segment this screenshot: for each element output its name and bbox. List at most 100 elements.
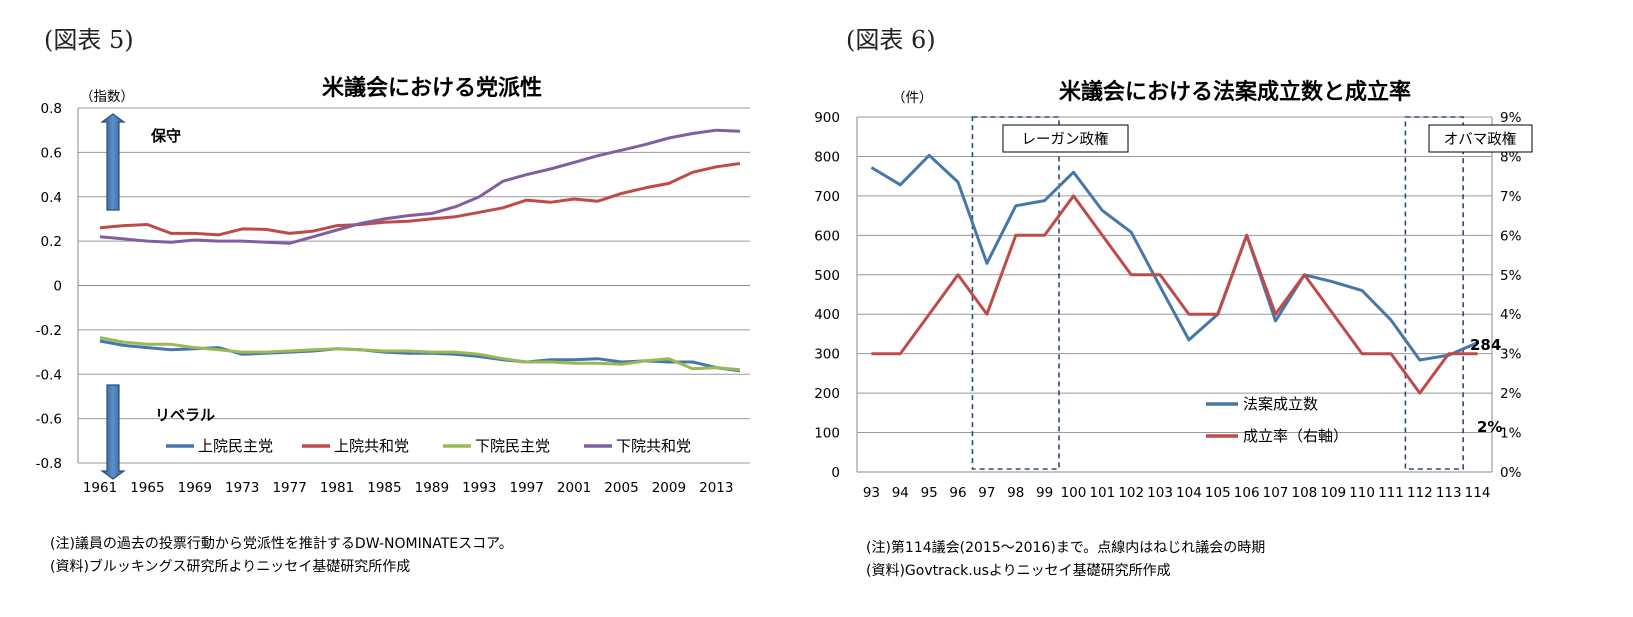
fig5-x-tick-label: 1973 bbox=[225, 480, 259, 496]
fig5-x-tick-label: 1989 bbox=[415, 480, 449, 496]
fig6-y-unit: （件） bbox=[892, 90, 933, 106]
fig5-y-tick-label: 0.8 bbox=[41, 101, 62, 117]
fig5-x-tick-label: 1977 bbox=[272, 480, 306, 496]
fig5-x-tick-label: 1981 bbox=[320, 480, 354, 496]
fig6-x-tick-label: 102 bbox=[1118, 485, 1144, 501]
fig6-y-tick-label: 600 bbox=[814, 228, 840, 244]
fig6-x-tick-label: 113 bbox=[1436, 485, 1462, 501]
fig6-x-tick-label: 95 bbox=[921, 485, 938, 501]
fig6-x-tick-label: 100 bbox=[1061, 485, 1087, 501]
fig5-legend-label-2: 下院民主党 bbox=[475, 437, 550, 455]
fig6-title: 米議会における法案成立数と成立率 bbox=[1059, 79, 1411, 105]
fig6-x-tick-label: 108 bbox=[1291, 485, 1317, 501]
fig5-y-tick-label: 0.2 bbox=[41, 234, 62, 250]
conservative-arrow-icon bbox=[100, 113, 126, 211]
fig5-label: (図表 5) bbox=[44, 26, 134, 54]
fig5-y-tick-label: 0.4 bbox=[41, 190, 62, 206]
divided-congress-periods bbox=[971, 116, 1464, 470]
fig6-x-tick-label: 114 bbox=[1465, 485, 1491, 501]
fig6-y-tick-label: 900 bbox=[814, 110, 840, 126]
fig6-y-tick-label: 0 bbox=[831, 465, 840, 481]
fig5-x-tick-label: 1997 bbox=[509, 480, 543, 496]
fig5-y-tick-label: 0 bbox=[53, 279, 62, 295]
fig6-series bbox=[870, 153, 1479, 395]
fig6-x-tick-label: 96 bbox=[949, 485, 966, 501]
fig6-x-tick-label: 103 bbox=[1147, 485, 1173, 501]
fig5-x-tick-label: 1985 bbox=[367, 480, 401, 496]
fig6-y2-tick-label: 8% bbox=[1500, 149, 1522, 165]
fig6-y-tick-label: 400 bbox=[814, 307, 840, 323]
divided-period-box-0 bbox=[971, 116, 1060, 470]
liberal-label: リベラル bbox=[155, 406, 215, 424]
divided-period-box-1 bbox=[1404, 116, 1464, 470]
fig6-y2-tick-label: 6% bbox=[1500, 228, 1522, 244]
liberal-arrow-icon bbox=[100, 384, 126, 480]
fig6-note: (注)第114議会(2015～2016)まで。点線内はねじれ議会の時期 bbox=[866, 539, 1265, 556]
fig6-series-line-1 bbox=[871, 194, 1478, 395]
fig5-series-line-3 bbox=[99, 128, 741, 245]
fig6-y2-tick-label: 3% bbox=[1500, 347, 1522, 363]
fig5-y-tick-label: -0.4 bbox=[36, 367, 62, 383]
fig6-x-tick-label: 107 bbox=[1263, 485, 1289, 501]
fig6-y2-tick-label: 2% bbox=[1500, 386, 1522, 402]
fig6-y2-tick-label: 0% bbox=[1500, 465, 1522, 481]
fig5-series-line-2 bbox=[99, 336, 741, 372]
fig6-x-tick-label: 109 bbox=[1320, 485, 1346, 501]
fig6-source: (資料)Govtrack.usよりニッセイ基礎研究所作成 bbox=[866, 562, 1171, 579]
fig5-y-ticks: 0.8 0.6 0.4 0.2 0 -0.2 -0.4 -0.6 -0.8 bbox=[36, 101, 62, 472]
fig5-source: (資料)ブルッキングス研究所よりニッセイ基礎研究所作成 bbox=[50, 558, 410, 575]
fig5-x-tick-label: 1969 bbox=[178, 480, 212, 496]
fig5-x-tick-label: 1993 bbox=[462, 480, 496, 496]
fig5-x-tick-label: 1961 bbox=[83, 480, 117, 496]
fig6-x-tick-label: 104 bbox=[1176, 485, 1202, 501]
fig6-x-tick-label: 99 bbox=[1036, 485, 1053, 501]
fig5-series bbox=[99, 128, 741, 373]
last-count-label: 284 bbox=[1470, 336, 1501, 354]
fig5-x-tick-label: 2013 bbox=[699, 480, 733, 496]
fig6-legend-label-1: 成立率（右軸） bbox=[1243, 427, 1348, 445]
fig5-series-line-1 bbox=[99, 162, 741, 237]
fig6-y2-tick-label: 5% bbox=[1500, 268, 1522, 284]
fig6-legend-label-0: 法案成立数 bbox=[1243, 395, 1318, 413]
fig6-y2-ticks: 9% 8% 7% 6% 5% 4% 3% 2% 1% 0% bbox=[1500, 110, 1522, 481]
conservative-label: 保守 bbox=[150, 127, 181, 145]
fig6-x-ticks: 93 94 95 96 97 98 99 100 101 102 103 104 105 106 107 10… bbox=[863, 485, 1491, 501]
fig5-note: (注)議員の過去の投票行動から党派性を推計するDW-NOMINATEスコア。 bbox=[50, 535, 513, 552]
reagan-label: レーガン政権 bbox=[1022, 131, 1109, 148]
fig6-y2-tick-label: 9% bbox=[1500, 110, 1522, 126]
fig5-y-unit: （指数） bbox=[80, 89, 134, 105]
fig6-x-tick-label: 94 bbox=[892, 485, 909, 501]
obama-label: オバマ政権 bbox=[1444, 131, 1517, 148]
fig6-x-tick-label: 111 bbox=[1378, 485, 1404, 501]
fig6-y-ticks: 900 800 700 600 500 400 300 200 100 0 bbox=[814, 110, 840, 481]
fig5-legend-label-1: 上院共和党 bbox=[334, 437, 409, 455]
fig6-y-tick-label: 100 bbox=[814, 426, 840, 442]
fig6-x-tick-label: 106 bbox=[1234, 485, 1260, 501]
fig5-x-tick-label: 2009 bbox=[652, 480, 686, 496]
fig5-title: 米議会における党派性 bbox=[322, 75, 542, 101]
fig5-y-tick-label: -0.2 bbox=[36, 323, 62, 339]
fig6-y-tick-label: 500 bbox=[814, 268, 840, 284]
fig6-y2-tick-label: 7% bbox=[1500, 189, 1522, 205]
fig5-x-tick-label: 2001 bbox=[557, 480, 591, 496]
fig6-x-tick-label: 101 bbox=[1089, 485, 1115, 501]
fig6-x-tick-label: 105 bbox=[1205, 485, 1231, 501]
reagan-label-box bbox=[1002, 124, 1129, 153]
obama-label-box bbox=[1428, 124, 1533, 153]
fig6-x-tick-label: 93 bbox=[863, 485, 880, 501]
fig6-y-tick-label: 200 bbox=[814, 386, 840, 402]
fig6-x-tick-label: 112 bbox=[1407, 485, 1433, 501]
fig6-x-tick-label: 98 bbox=[1007, 485, 1024, 501]
fig5-y-tick-label: -0.8 bbox=[36, 456, 62, 472]
fig6-y-tick-label: 300 bbox=[814, 347, 840, 363]
fig6-y-tick-label: 800 bbox=[814, 149, 840, 165]
fig6-x-tick-label: 97 bbox=[978, 485, 995, 501]
fig5-x-tick-label: 2005 bbox=[604, 480, 638, 496]
fig6-series-line-0 bbox=[870, 153, 1479, 362]
fig5-x-ticks: 1961 1965 1969 1973 1977 1981 1985 1989 1993 1997… bbox=[83, 480, 734, 496]
fig5-x-tick-label: 1965 bbox=[130, 480, 164, 496]
fig6-y-tick-label: 700 bbox=[814, 189, 840, 205]
fig5-legend-label-3: 下院共和党 bbox=[616, 437, 691, 455]
